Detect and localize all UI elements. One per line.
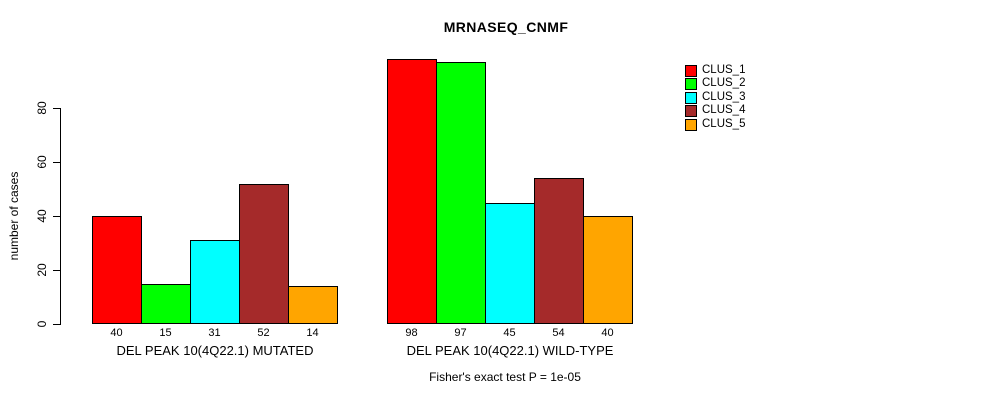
legend-label-clus_2: CLUS_2 [702,77,746,90]
legend-label-clus_4: CLUS_4 [702,104,746,117]
bar-clus_3 [190,240,240,324]
bar-clus_2 [436,62,486,324]
bar-value-label: 31 [208,327,221,339]
y-tick-label: 0 [35,320,49,328]
y-tick-label: 60 [35,155,49,169]
bar-value-label: 98 [405,327,418,339]
bar-value-label: 97 [454,327,467,339]
bar-value-label: 40 [110,327,123,339]
legend-swatch-clus_3 [685,91,697,104]
bar-clus_4 [239,183,289,324]
y-axis-tick [53,270,60,271]
bar-clus_1 [92,216,142,324]
bar-clus_5 [288,286,338,324]
y-axis-tick [53,162,60,163]
legend-swatch-clus_1 [685,65,697,77]
legend-swatch-clus_5 [685,118,697,131]
x-group-label-mutated: DEL PEAK 10(4Q22.1) MUTATED [116,343,314,358]
y-tick-label: 80 [35,101,49,115]
legend-swatch-clus_2 [685,78,697,91]
chart-title: MRNASEQ_CNMF [443,19,569,35]
y-axis-label: number of cases [7,171,21,261]
legend-swatch-clus_4 [685,105,697,118]
fisher-test-footnote: Fisher's exact test P = 1e-05 [429,370,581,384]
y-tick-label: 40 [35,209,49,223]
legend-label-clus_1: CLUS_1 [702,64,746,76]
y-axis-tick [53,108,60,109]
bar-value-label: 45 [503,327,516,339]
y-tick-label: 20 [35,263,49,277]
x-group-label-wild-type: DEL PEAK 10(4Q22.1) WILD-TYPE [406,343,614,358]
bar-clus_5 [583,216,633,324]
y-axis-line [60,108,61,325]
bar-value-label: 40 [601,327,614,339]
legend-label-clus_3: CLUS_3 [702,90,746,103]
legend-label-clus_5: CLUS_5 [702,117,746,130]
bar-value-label: 14 [306,327,319,339]
bar-value-label: 15 [159,327,172,339]
bar-clus_4 [534,178,584,324]
bar-value-label: 52 [257,327,270,339]
bar-clus_2 [141,283,191,324]
bar-clus_1 [387,59,437,324]
bar-clus_3 [485,202,535,324]
y-axis-tick [53,216,60,217]
y-axis-tick [53,324,60,325]
bar-value-label: 54 [552,327,565,339]
